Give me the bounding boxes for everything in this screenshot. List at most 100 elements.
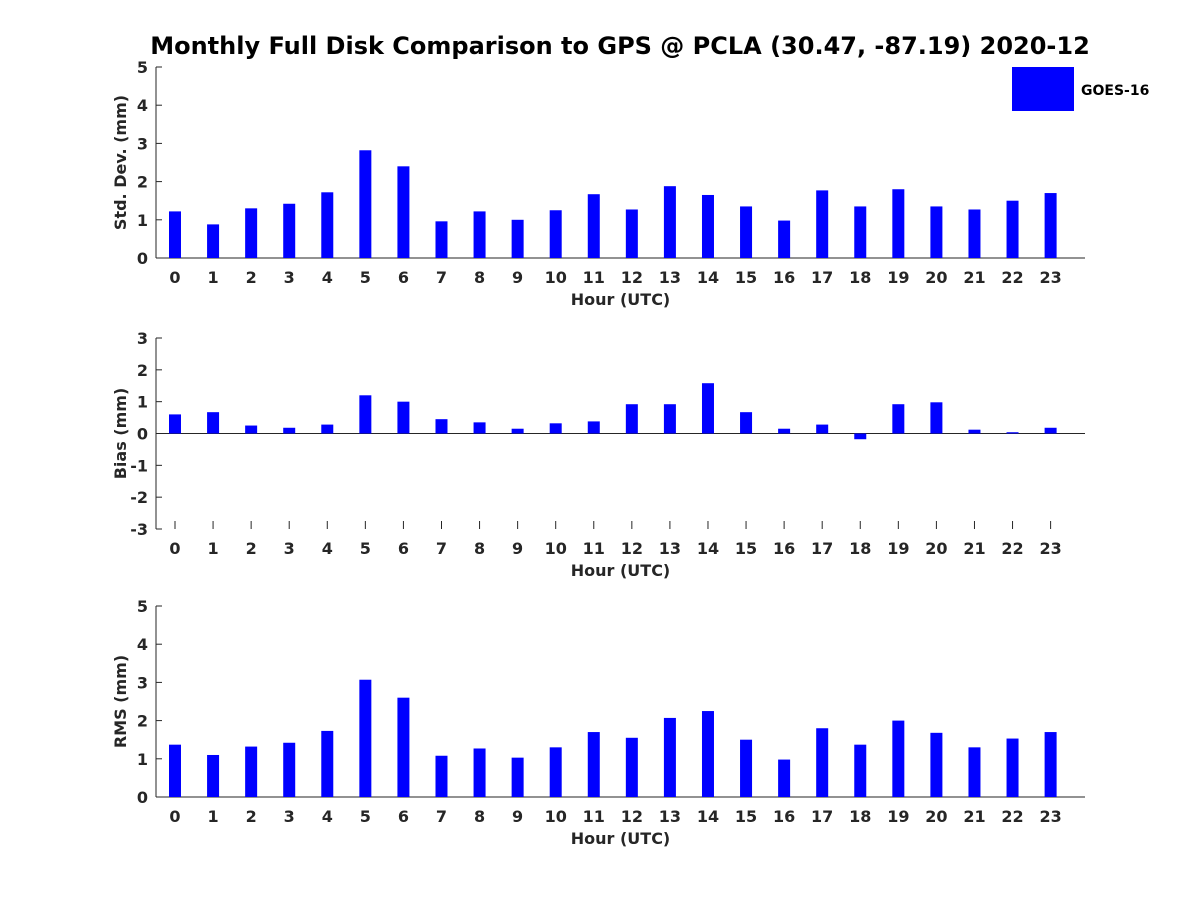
figure-title: Monthly Full Disk Comparison to GPS @ PC… — [150, 32, 1090, 60]
x-tick-label: 13 — [659, 268, 681, 287]
bar — [854, 206, 867, 258]
bar — [930, 206, 943, 258]
y-tick-label: 0 — [137, 249, 148, 268]
x-tick-label: 7 — [436, 807, 447, 826]
bar — [207, 412, 220, 434]
x-tick-label: 23 — [1039, 539, 1061, 558]
bar — [359, 679, 372, 797]
bar — [740, 206, 753, 258]
x-tick-label: 19 — [887, 807, 909, 826]
bar — [663, 186, 676, 258]
bar — [930, 402, 943, 434]
bar — [625, 737, 638, 797]
x-tick-label: 3 — [284, 539, 295, 558]
x-tick-label: 17 — [811, 807, 833, 826]
bar — [778, 220, 791, 258]
x-tick-label: 9 — [512, 539, 523, 558]
x-axis-label: Hour (UTC) — [571, 561, 671, 580]
bar — [397, 401, 410, 434]
bar — [778, 759, 791, 797]
legend-label: GOES-16 — [1081, 83, 1149, 99]
bar — [625, 209, 638, 258]
x-tick-label: 14 — [697, 268, 719, 287]
y-axis-label: RMS (mm) — [111, 655, 130, 748]
x-tick-label: 0 — [169, 268, 180, 287]
x-tick-label: 5 — [360, 539, 371, 558]
x-tick-label: 15 — [735, 539, 757, 558]
bar — [701, 383, 714, 434]
x-tick-label: 1 — [207, 268, 218, 287]
bar — [816, 424, 829, 434]
bar — [1044, 193, 1057, 258]
bar — [359, 395, 372, 434]
x-tick-label: 0 — [169, 539, 180, 558]
x-tick-label: 14 — [697, 807, 719, 826]
y-tick-label: -2 — [130, 488, 148, 507]
x-tick-label: 5 — [360, 807, 371, 826]
bar — [245, 746, 258, 797]
x-tick-label: 15 — [735, 268, 757, 287]
x-tick-label: 6 — [398, 268, 409, 287]
y-tick-label: 3 — [137, 673, 148, 692]
bar — [663, 404, 676, 434]
bar — [854, 433, 867, 440]
x-tick-label: 22 — [1001, 268, 1023, 287]
y-tick-label: 0 — [137, 425, 148, 444]
bar — [854, 744, 867, 797]
y-tick-label: 2 — [137, 173, 148, 192]
bar — [701, 194, 714, 258]
bar — [511, 428, 524, 434]
bar — [169, 211, 181, 258]
x-tick-label: 11 — [583, 539, 605, 558]
y-tick-label: 4 — [137, 96, 148, 115]
bar — [892, 720, 905, 797]
x-tick-label: 20 — [925, 807, 947, 826]
x-tick-label: 4 — [322, 807, 333, 826]
x-tick-label: 10 — [545, 807, 567, 826]
x-axis-label: Hour (UTC) — [571, 290, 671, 309]
x-tick-label: 0 — [169, 807, 180, 826]
bar — [511, 757, 524, 797]
x-tick-label: 2 — [246, 807, 257, 826]
bar — [816, 190, 829, 258]
bar — [663, 717, 676, 797]
x-tick-label: 10 — [545, 268, 567, 287]
y-tick-label: -3 — [130, 520, 148, 539]
x-tick-label: 13 — [659, 807, 681, 826]
bar — [549, 210, 562, 258]
x-tick-label: 17 — [811, 539, 833, 558]
bar — [207, 754, 220, 797]
bar — [587, 194, 600, 258]
bar — [283, 742, 296, 797]
x-tick-label: 4 — [322, 268, 333, 287]
bar — [321, 192, 334, 258]
y-tick-label: 3 — [137, 134, 148, 153]
bar — [321, 424, 334, 434]
x-tick-label: 21 — [963, 539, 985, 558]
bar — [1006, 738, 1019, 797]
bar — [968, 209, 981, 258]
bar — [625, 404, 638, 434]
bar — [397, 697, 410, 797]
bar — [968, 429, 981, 434]
x-tick-label: 22 — [1001, 807, 1023, 826]
y-tick-label: 1 — [137, 211, 148, 230]
bar — [435, 755, 448, 797]
bar — [283, 203, 296, 258]
bar — [473, 748, 486, 797]
x-tick-label: 4 — [322, 539, 333, 558]
y-axis-label: Std. Dev. (mm) — [111, 95, 130, 230]
y-tick-label: 0 — [137, 788, 148, 807]
bar — [397, 166, 410, 258]
bar — [930, 732, 943, 797]
x-tick-label: 15 — [735, 807, 757, 826]
bar — [435, 419, 448, 434]
x-tick-label: 7 — [436, 539, 447, 558]
x-tick-label: 5 — [360, 268, 371, 287]
y-tick-label: 5 — [137, 58, 148, 77]
x-tick-label: 6 — [398, 539, 409, 558]
